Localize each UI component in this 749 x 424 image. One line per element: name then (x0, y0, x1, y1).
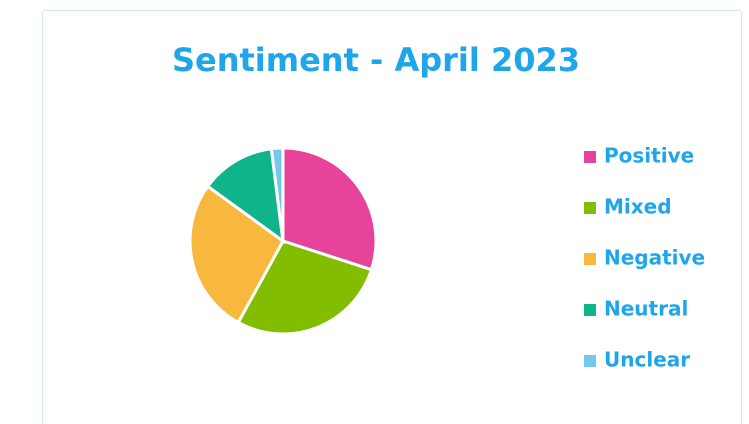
legend-swatch (584, 253, 596, 265)
legend-label: Unclear (604, 348, 690, 372)
legend-swatch (584, 304, 596, 316)
pie-slice (281, 146, 378, 272)
legend-label: Mixed (604, 195, 672, 219)
legend-label: Neutral (604, 297, 688, 321)
pie-slice (205, 147, 285, 245)
legend-swatch (584, 202, 596, 214)
legend-label: Positive (604, 144, 694, 168)
legend-label: Negative (604, 246, 705, 270)
legend-swatch (584, 151, 596, 163)
card (42, 10, 742, 424)
chart-title: Sentiment - April 2023 (172, 41, 580, 79)
legend-swatch (584, 355, 596, 367)
pie-slice (188, 184, 285, 325)
pie-slice (269, 146, 285, 242)
